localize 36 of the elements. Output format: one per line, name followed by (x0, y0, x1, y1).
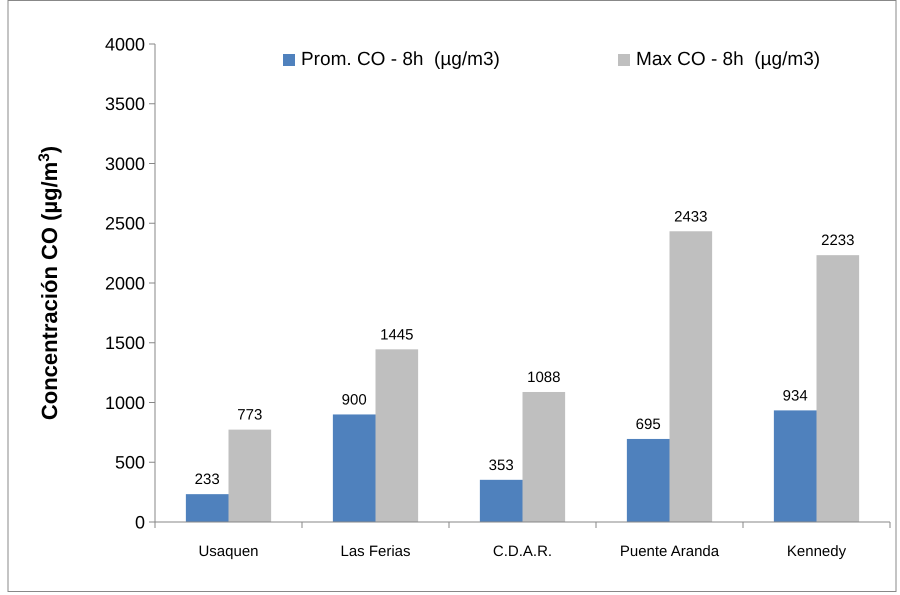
y-tick-label: 2500 (104, 214, 145, 234)
bar (186, 494, 228, 522)
y-tick-label: 1500 (104, 333, 145, 354)
bar (376, 349, 418, 522)
y-tick-label: 3000 (104, 154, 145, 174)
data-label: 1445 (380, 326, 414, 344)
y-tick-label: 3500 (104, 94, 145, 114)
y-tick-label: 500 (114, 452, 145, 473)
bar (480, 480, 522, 522)
bar (816, 255, 860, 522)
data-label: 773 (237, 406, 262, 424)
bar (228, 430, 272, 522)
y-tick-label: 2000 (104, 273, 145, 294)
data-label: 233 (194, 471, 220, 488)
legend-label: Max CO - 8h (µg/m3) (636, 49, 820, 70)
legend-label: Prom. CO - 8h (µg/m3) (301, 49, 500, 70)
x-tick-label: C.D.A.R. (492, 543, 552, 560)
data-label: 353 (488, 456, 514, 474)
data-label: 900 (342, 391, 367, 408)
bar (522, 392, 566, 522)
y-tick-label: 1000 (104, 392, 145, 413)
x-tick-label: Kennedy (786, 543, 847, 560)
bar (626, 438, 670, 522)
x-tick-label: Puente Aranda (620, 543, 720, 560)
data-label: 695 (636, 416, 661, 433)
x-tick-label: Las Ferias (340, 543, 411, 560)
bar (332, 414, 376, 522)
data-label: 1088 (527, 368, 561, 386)
data-label: 2233 (821, 232, 855, 250)
y-tick-label: 0 (134, 512, 145, 532)
data-label: 934 (782, 387, 808, 404)
y-tick-label: 4000 (104, 34, 145, 54)
data-label: 2433 (674, 208, 708, 226)
bar (670, 231, 712, 522)
bar (774, 410, 816, 522)
x-tick-label: Usaquen (198, 543, 259, 560)
